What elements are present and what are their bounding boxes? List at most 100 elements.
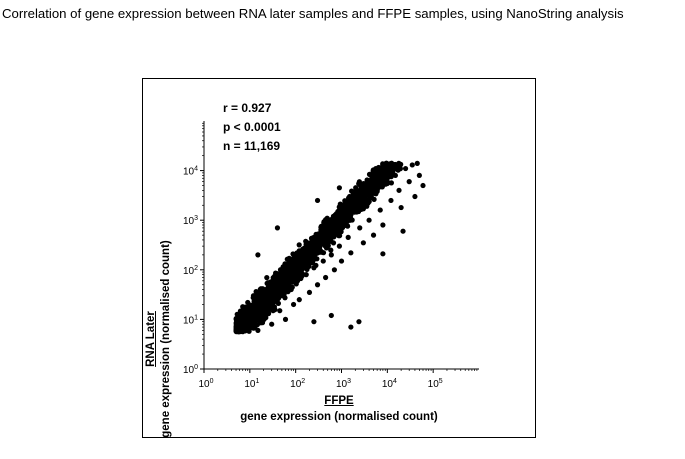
data-point-fill <box>313 241 319 247</box>
data-point-fill <box>249 308 255 314</box>
data-point-fill <box>324 215 330 221</box>
data-point-fill <box>310 251 316 257</box>
data-point-fill <box>253 289 259 295</box>
data-point-fill <box>281 282 287 288</box>
data-point <box>336 185 342 191</box>
data-point <box>366 217 372 223</box>
data-point <box>338 258 345 264</box>
data-point <box>416 172 422 179</box>
data-point <box>306 289 313 296</box>
data-point-fill <box>237 308 243 314</box>
data-point-fill <box>350 208 356 214</box>
x-tick-label: 102 <box>290 378 305 390</box>
data-point-fill <box>262 312 268 318</box>
data-point-fill <box>339 225 346 231</box>
data-point-fill <box>259 300 265 306</box>
data-point-fill <box>350 199 356 205</box>
data-point <box>380 251 386 257</box>
data-point <box>269 321 275 327</box>
data-point-fill <box>369 172 376 179</box>
data-point-fill <box>296 242 302 248</box>
data-point-fill <box>271 290 277 296</box>
data-point-fill <box>309 240 315 246</box>
data-point-fill <box>344 222 350 228</box>
data-point-fill <box>365 183 371 189</box>
y-tick-label: 102 <box>183 265 198 277</box>
data-point-fill <box>345 217 351 223</box>
x-tick-label: 101 <box>244 378 259 390</box>
x-tick-label: 104 <box>382 378 397 390</box>
y-tick-label: 103 <box>183 215 198 227</box>
data-point <box>420 182 426 189</box>
data-point-fill <box>289 277 295 283</box>
data-point <box>356 319 362 325</box>
data-point-fill <box>329 228 335 234</box>
data-point <box>328 312 334 319</box>
data-point <box>277 308 283 314</box>
data-point <box>406 179 412 185</box>
data-point-fill <box>330 240 337 246</box>
data-point-fill <box>285 289 291 295</box>
data-point <box>314 282 321 288</box>
data-point-fill <box>245 313 251 319</box>
data-point <box>398 204 404 211</box>
data-point-fill <box>354 205 361 211</box>
data-point-fill <box>358 194 364 200</box>
data-point-fill <box>279 267 285 274</box>
data-point-fill <box>336 204 343 210</box>
x-tick-label: 100 <box>198 378 213 390</box>
data-point-fill <box>304 266 310 272</box>
data-point-fill <box>370 180 376 186</box>
data-point-fill <box>292 267 298 273</box>
data-point-fill <box>323 227 330 233</box>
data-point-fill <box>234 328 240 334</box>
data-point <box>348 250 354 256</box>
page-title: Correlation of gene expression between R… <box>2 6 624 21</box>
data-point <box>311 319 317 325</box>
data-point <box>320 258 326 264</box>
data-point <box>380 222 386 228</box>
data-point-fill <box>356 179 362 185</box>
p-value: p < 0.0001 <box>223 120 281 134</box>
data-point-fill <box>330 234 336 240</box>
data-point-fill <box>264 275 270 281</box>
data-point-fill <box>373 167 379 173</box>
data-point-fill <box>297 257 303 263</box>
data-point <box>412 193 418 200</box>
data-point-fill <box>388 180 394 186</box>
data-point <box>402 165 409 172</box>
data-point-fill <box>302 253 308 259</box>
data-point <box>414 160 420 166</box>
data-point-fill <box>234 319 240 325</box>
data-point-fill <box>359 189 366 195</box>
data-point <box>290 301 297 308</box>
data-point-fill <box>298 274 304 280</box>
scatter-plot: 100 101 102 103 104 105 100 101 102 103 104 <box>183 121 479 390</box>
data-point-fill <box>274 284 280 290</box>
data-point-fill <box>364 188 370 194</box>
data-point-fill <box>390 171 396 177</box>
data-point-fill <box>317 238 323 244</box>
data-point-fill <box>382 173 388 179</box>
data-point-fill <box>285 270 291 276</box>
data-point-fill <box>289 284 295 290</box>
data-point-fill <box>323 232 329 238</box>
data-point-fill <box>261 316 267 322</box>
data-point-fill <box>280 276 286 282</box>
data-point-fill <box>280 289 286 295</box>
data-point-fill <box>344 213 350 219</box>
data-point-fill <box>338 219 344 225</box>
x-axis-label: FFPE gene expression (normalised count) <box>143 393 535 425</box>
data-point-fill <box>374 186 380 192</box>
data-point-fill <box>329 218 335 224</box>
data-point-fill <box>366 192 372 198</box>
data-point-fill <box>349 188 355 194</box>
data-point-fill <box>374 173 380 179</box>
y-tick-label: 100 <box>183 364 198 376</box>
data-point-fill <box>371 196 377 202</box>
data-point <box>296 297 302 303</box>
data-point <box>336 243 342 249</box>
data-point-fill <box>267 296 273 302</box>
data-point-fill <box>320 250 327 256</box>
data-point-fill <box>272 307 278 313</box>
